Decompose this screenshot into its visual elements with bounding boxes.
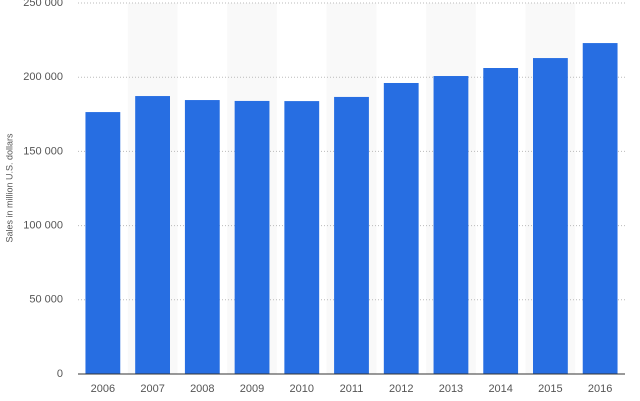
x-tick-label: 2012	[389, 383, 413, 395]
bar	[85, 112, 121, 374]
bar	[433, 76, 469, 374]
y-axis-label: Sales in million U.S. dollars	[4, 133, 14, 243]
x-tick-label: 2009	[240, 383, 264, 395]
bar	[533, 58, 568, 375]
bar	[334, 96, 369, 375]
y-tick-label: 50 000	[29, 294, 63, 306]
x-tick-label: 2007	[140, 383, 164, 395]
x-tick-label: 2014	[488, 383, 512, 395]
x-tick-label: 2016	[588, 383, 612, 395]
bar	[483, 67, 519, 374]
bar	[284, 101, 320, 374]
bar	[184, 100, 220, 375]
y-tick-label: 0	[57, 368, 63, 380]
y-tick-label: 250 000	[23, 0, 63, 9]
x-tick-label: 2011	[340, 383, 364, 395]
x-tick-label: 2006	[91, 383, 115, 395]
y-tick-label: 200 000	[23, 71, 63, 83]
x-tick-label: 2008	[190, 383, 214, 395]
bar	[383, 82, 419, 374]
bar	[582, 43, 618, 375]
bar	[135, 96, 170, 374]
x-tick-label: 2010	[290, 383, 314, 395]
x-tick-label: 2015	[538, 383, 562, 395]
y-tick-label: 150 000	[23, 145, 63, 157]
y-tick-label: 100 000	[23, 220, 63, 232]
x-tick-label: 2013	[439, 383, 463, 395]
bar	[234, 100, 270, 374]
